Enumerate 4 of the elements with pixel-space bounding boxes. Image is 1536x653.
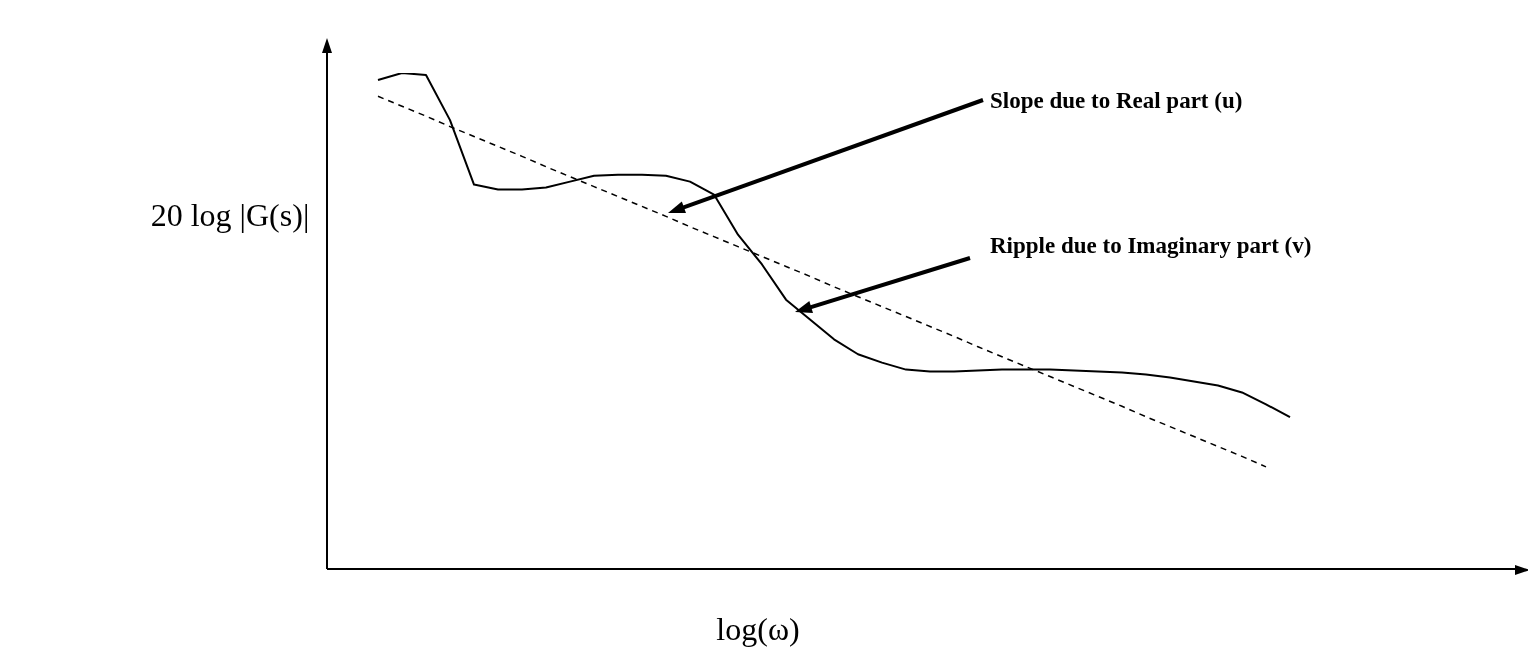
- annotation: Slope due to Real part (u): [990, 88, 1243, 113]
- y-axis-title: 20 log |G(s)|: [150, 197, 310, 233]
- x-axis-title: log(ω): [716, 611, 800, 647]
- annotation: Ripple due to Imaginary part (v): [990, 233, 1312, 258]
